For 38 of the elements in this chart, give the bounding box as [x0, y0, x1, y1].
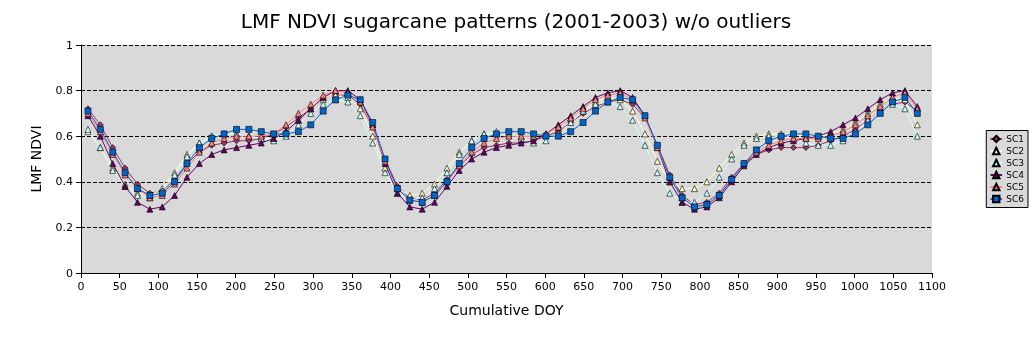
y-tick-label: 1 [66, 38, 73, 52]
x-tick-label: 50 [112, 280, 127, 293]
x-tick-label: 700 [612, 280, 634, 293]
x-tick-label: 1000 [840, 280, 869, 293]
x-tick-label: 150 [186, 280, 208, 293]
x-axis-title: Cumulative DOY [449, 302, 564, 318]
legend-label: SC1 [1006, 134, 1025, 144]
x-tick-label: 550 [496, 280, 517, 293]
x-tick-label: 450 [418, 280, 440, 293]
y-axis-title: LMF NDVI [28, 125, 44, 193]
x-tick-label: 300 [302, 280, 324, 293]
x-tick-label: 800 [689, 280, 711, 293]
x-tick-label: 250 [263, 280, 285, 293]
legend-label: SC4 [1006, 170, 1025, 180]
x-tick-label: 0 [77, 280, 85, 293]
y-tick-label: 0.2 [55, 220, 73, 234]
x-tick-label: 600 [534, 280, 556, 293]
y-tick-label: 0.4 [55, 175, 73, 189]
legend-label: SC2 [1006, 146, 1025, 156]
legend-label: SC5 [1006, 182, 1025, 192]
x-tick-label: 200 [225, 280, 247, 293]
x-tick-label: 850 [728, 280, 750, 293]
x-tick-label: 1050 [879, 280, 908, 293]
x-tick-label: 100 [147, 280, 169, 293]
legend-label: SC6 [1006, 194, 1025, 204]
x-tick-label: 400 [379, 280, 401, 293]
chart-title: LMF NDVI sugarcane patterns (2001-2003) w/o outliers [240, 9, 792, 33]
x-tick-label: 500 [457, 280, 479, 293]
x-tick-label: 650 [573, 280, 595, 293]
y-tick-label: 0.6 [55, 129, 73, 143]
x-tick-label: 900 [766, 280, 788, 293]
y-tick-label: 0 [66, 266, 73, 280]
legend-label: SC3 [1006, 158, 1025, 168]
x-tick-label: 950 [805, 280, 827, 293]
x-tick-label: 750 [650, 280, 672, 293]
x-tick-label: 1100 [918, 280, 946, 293]
x-tick-label: 350 [341, 280, 363, 293]
y-tick-label: 0.8 [55, 84, 73, 98]
